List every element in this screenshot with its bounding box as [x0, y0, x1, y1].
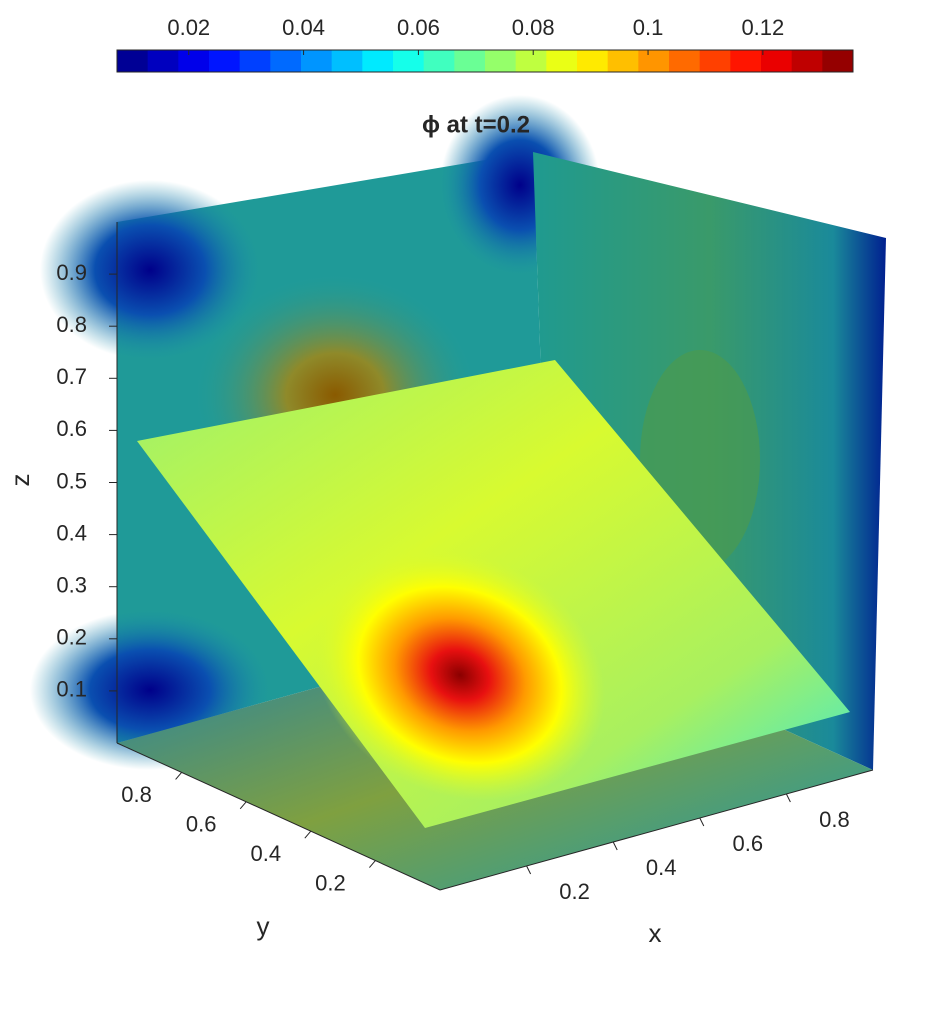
colorbar-band [239, 50, 271, 72]
colorbar-tick-label: 0.12 [741, 15, 784, 40]
surfaces [30, 95, 886, 890]
y-tick [239, 801, 247, 810]
z-tick-label: 0.1 [56, 677, 87, 702]
x-tick [612, 841, 618, 851]
z-tick-label: 0.5 [56, 468, 87, 493]
colorbar-tick-label: 0.02 [167, 15, 210, 40]
colorbar-band [761, 50, 793, 72]
y-axis-label: y [257, 911, 270, 941]
x-tick [699, 817, 705, 827]
y-tick [175, 772, 182, 780]
chart-title: ϕ at t=0.2 [422, 111, 530, 138]
colorbar-band [791, 50, 823, 72]
colorbar-band [117, 50, 149, 72]
colorbar-band [423, 50, 455, 72]
x-tick-label: 0.6 [733, 831, 764, 856]
z-tick-label: 0.9 [56, 260, 87, 285]
y-tick [304, 830, 312, 839]
z-tick-label: 0.7 [56, 364, 87, 389]
colorbar-tick-label: 0.06 [397, 15, 440, 40]
colorbar-band [362, 50, 394, 72]
y-tick [369, 860, 376, 868]
colorbar-tick-label: 0.08 [512, 15, 555, 40]
colorbar-tick-label: 0.1 [633, 15, 664, 40]
y-tick-label: 0.4 [251, 841, 282, 866]
z-tick-label: 0.3 [56, 573, 87, 598]
axis-line [116, 742, 441, 891]
colorbar-band [730, 50, 762, 72]
colorbar-frame [116, 49, 854, 73]
colorbar-band [178, 50, 210, 72]
x-tick-label: 0.8 [819, 807, 850, 832]
colorbar-band [669, 50, 701, 72]
colorbar-band [546, 50, 578, 72]
colorbar-band [822, 50, 854, 72]
z-tick-label: 0.6 [56, 416, 87, 441]
colorbar-band [393, 50, 425, 72]
colorbar-tick-label: 0.04 [282, 15, 325, 40]
colorbar-band [638, 50, 670, 72]
colorbar-band [301, 50, 333, 72]
y-tick-label: 0.2 [315, 870, 346, 895]
x-tick-label: 0.4 [646, 855, 677, 880]
colorbar-band [209, 50, 241, 72]
colorbar-band [270, 50, 302, 72]
axis-line [439, 769, 874, 891]
z-axis-label: z [5, 474, 35, 487]
colorbar-band [607, 50, 639, 72]
contour-peak [314, 549, 606, 801]
x-tick [526, 865, 532, 875]
colorbar-band [147, 50, 179, 72]
x-tick [785, 793, 791, 803]
x-tick-label: 0.2 [559, 879, 590, 904]
colorbar-band [699, 50, 731, 72]
z-tick-label: 0.8 [56, 312, 87, 337]
y-tick-label: 0.8 [121, 782, 152, 807]
z-tick-label: 0.2 [56, 625, 87, 650]
colorbar-band [485, 50, 517, 72]
contour-low [40, 180, 260, 360]
colorbar-band [577, 50, 609, 72]
z-tick-label: 0.4 [56, 520, 87, 545]
colorbar-band [331, 50, 363, 72]
colorbar-band [454, 50, 486, 72]
y-tick-label: 0.6 [186, 812, 217, 837]
x-axis-label: x [649, 918, 662, 948]
colorbar-band [515, 50, 547, 72]
